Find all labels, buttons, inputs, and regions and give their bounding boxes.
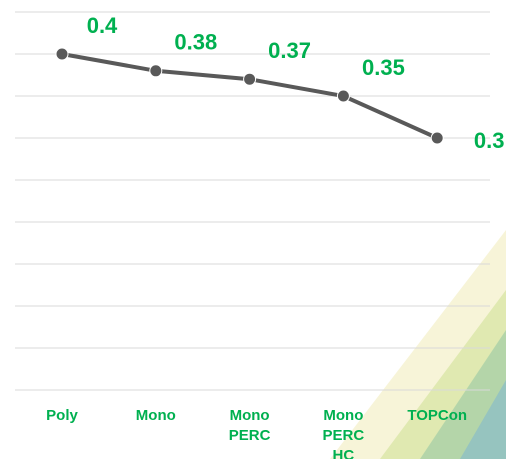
marker (243, 72, 257, 86)
data-label: 0.3 (474, 128, 505, 153)
marker (336, 89, 350, 103)
data-label: 0.37 (268, 38, 311, 63)
data-label: 0.4 (87, 13, 118, 38)
x-tick-label: TOPCon (407, 407, 468, 424)
marker (430, 131, 444, 145)
marker (55, 47, 69, 61)
x-tick-label: Poly (46, 407, 78, 424)
marker (149, 64, 163, 78)
x-tick-label: Mono PERC HC (322, 407, 365, 459)
data-label: 0.38 (174, 30, 217, 55)
x-tick-label: Mono PERC (228, 407, 271, 444)
data-label: 0.35 (362, 55, 405, 80)
x-tick-label: Mono (135, 407, 176, 424)
decoration (330, 230, 506, 459)
